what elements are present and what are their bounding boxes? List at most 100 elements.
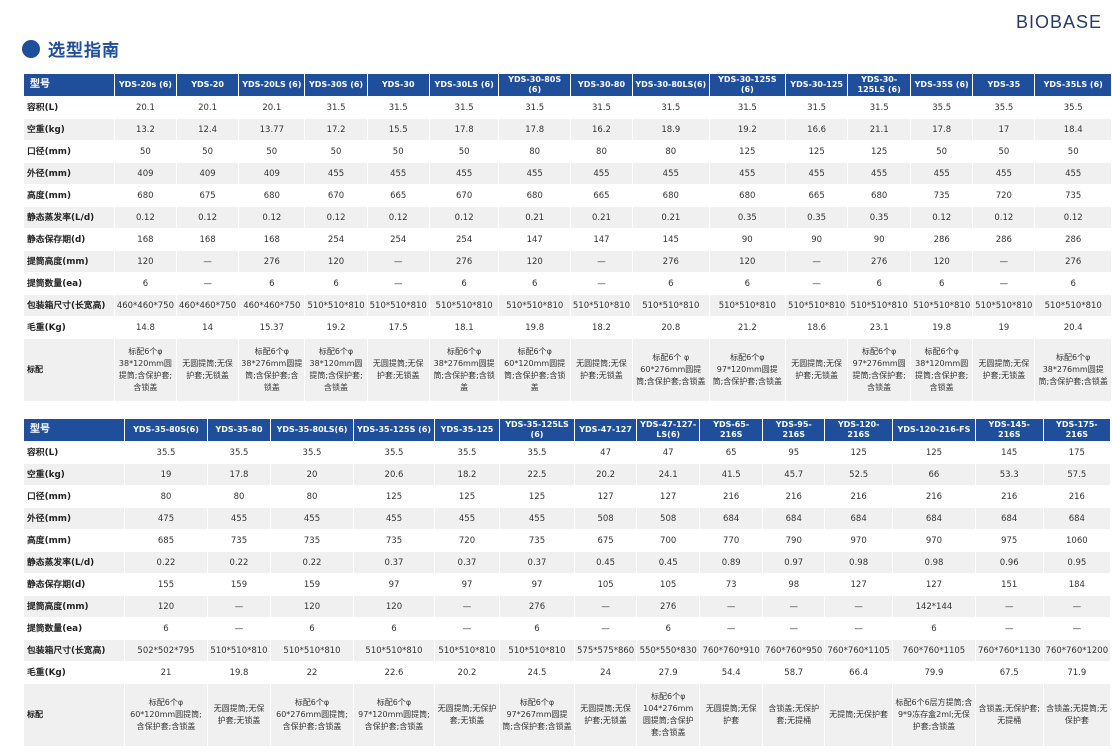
model-name: YDS-30S (6) — [305, 74, 367, 96]
table-cell: 665 — [593, 190, 610, 201]
table-row: 口径(mm) 50 50 50 50 50 50 80 80 80 125 125 125 50 50 50 — [24, 141, 1111, 162]
table-cell: 175 — [1068, 447, 1085, 458]
table-cell: 6 — [269, 278, 275, 289]
table-cell: 16.6 — [786, 119, 848, 140]
table-cell: 13.77 — [239, 119, 305, 140]
table-cell: — — [789, 623, 799, 634]
table-cell: 6 — [668, 278, 674, 289]
table-cell: 0.97 — [763, 552, 825, 573]
table-cell: 286 — [995, 234, 1012, 245]
brand-logo: BIOBASE — [1015, 12, 1102, 32]
table-cell: 127 — [925, 579, 943, 590]
row-label: 高度(mm) — [27, 535, 71, 546]
table-row: 提筒高度(mm) 120—276 120—276 120—276 120—276 120—… — [24, 251, 1111, 272]
table-cell: 127 — [850, 579, 867, 590]
table-cell: 510*510*810 — [429, 295, 499, 316]
table-row: 容积(L) 35.5 35.5 35.5 35.5 35.5 35.5 47 47 65 95 125… — [24, 442, 1110, 463]
table-cell: 455 — [1035, 163, 1111, 184]
table-cell: 286 — [1065, 234, 1082, 245]
model-name: YDS-35-125S (6) — [354, 419, 434, 441]
table-cell: 0.37 — [500, 552, 574, 573]
config-cell: 无圆提筒;无保护套;无锁盖 — [973, 339, 1035, 401]
model-name: YDS-35-80S(6) — [125, 419, 207, 441]
table-cell: 50 — [330, 146, 342, 157]
table-cell: 13.2 — [114, 119, 176, 140]
table-row: 包装箱尺寸(长宽高) 460*460*750 460*460*750 460*460*… — [24, 295, 1111, 316]
table-cell: 0.12 — [114, 207, 176, 228]
table-cell: 31.5 — [869, 102, 889, 113]
table-cell: 120 — [354, 596, 434, 617]
table-cell: 216 — [925, 491, 943, 502]
table-cell: 20.1 — [262, 102, 282, 113]
model-name: YDS-35LS (6) — [1035, 74, 1111, 96]
table-cell: 276 — [429, 251, 499, 272]
table-cell: 0.98 — [892, 552, 975, 573]
section-heading: 选型指南 — [22, 36, 120, 61]
table-cell: — — [393, 278, 403, 289]
table-cell: 460*460*750 — [114, 295, 176, 316]
table-cell: 66.4 — [849, 667, 869, 678]
table-cell: 735 — [385, 535, 403, 546]
table-cell: — — [462, 623, 472, 634]
table-cell: 125 — [925, 447, 943, 458]
table-cell: 276 — [848, 251, 911, 272]
table-cell: 20.2 — [457, 667, 477, 678]
table-cell: 510*510*810 — [633, 295, 709, 316]
config-cell: 含锁盖;无保护套;无提桶 — [975, 684, 1043, 746]
table-cell: 735 — [230, 535, 248, 546]
table-cell: 97 — [531, 579, 543, 590]
table-cell: 35.5 — [932, 102, 952, 113]
table-cell: 0.22 — [125, 552, 207, 573]
table-cell: 760*760*1105 — [892, 640, 975, 661]
table-cell: 17.8 — [429, 119, 499, 140]
table-cell: 276 — [500, 596, 574, 617]
table-cell: 0.35 — [848, 207, 911, 228]
standard-config-row: 标配 标配6个φ 60*120mm圆提筒;含保护套;含锁盖 无圆提筒;无保护套;无锁… — [24, 684, 1111, 746]
model-name: YDS-145-216S — [975, 419, 1043, 441]
row-label: 容积(L) — [27, 102, 59, 113]
config-cell: 标配6个φ 104*276mm圆提筒;含保护套;含锁盖 — [637, 684, 700, 746]
header-row: 型号 YDS-20s (6) YDS-20 YDS-20LS (6) YDS-30S (… — [24, 74, 1111, 96]
table-cell: 508 — [637, 508, 700, 529]
table-cell: 276 — [239, 251, 305, 272]
table-cell: 6 — [938, 278, 945, 289]
model-name: YDS-30-125S (6) — [709, 74, 786, 96]
table-cell: 6 — [391, 623, 397, 634]
row-label: 毛重(Kg) — [27, 667, 66, 678]
table-cell: 52.5 — [825, 464, 892, 485]
table-cell: 216 — [850, 491, 867, 502]
table-cell: 18.2 — [435, 464, 499, 485]
table-cell: 409 — [114, 163, 176, 184]
row-label: 提筒数量(ea) — [27, 278, 83, 289]
table-cell: 455 — [570, 163, 633, 184]
table-cell: 50 — [202, 146, 213, 157]
table-cell: 127 — [660, 491, 677, 502]
table-cell: 14.8 — [135, 322, 155, 333]
table-cell: 276 — [1035, 251, 1111, 272]
config-cell: 标配6个φ 97*120mm圆提筒;含保护套;含锁盖 — [709, 339, 786, 401]
table-cell: 276 — [633, 251, 709, 272]
row-label: 高度(mm) — [27, 190, 71, 201]
table-row: 静态保存期(d) 168 168 168 254 254 254 147 147 145 90 90 9… — [24, 229, 1111, 250]
config-cell: 含锁盖;无保护套;无提桶 — [763, 684, 825, 746]
table-cell: 760*760*1200 — [1043, 640, 1111, 661]
table-cell: 71.9 — [1067, 667, 1087, 678]
table-cell: 760*760*950 — [763, 640, 825, 661]
table-cell: 0.12 — [429, 207, 499, 228]
model-name: YDS-120-216S — [825, 419, 892, 441]
model-name: YDS-95-216S — [763, 419, 825, 441]
config-cell: 标配6个φ 38*120mm圆提筒;含保护套;含锁盖 — [114, 339, 176, 401]
table-cell: 120 — [911, 251, 973, 272]
table-cell: 18.1 — [454, 322, 474, 333]
table-cell: 760*760*1130 — [975, 640, 1043, 661]
table-cell: 125 — [528, 491, 546, 502]
table-cell: 21.2 — [737, 322, 757, 333]
table-cell: 550*550*830 — [637, 640, 700, 661]
table-cell: 67.5 — [999, 667, 1019, 678]
table-cell: 720 — [995, 190, 1012, 201]
model-name: YDS-35-125 — [435, 419, 499, 441]
table-cell: 460*460*750 — [239, 295, 305, 316]
table-row: 空重(kg) 19 17.8 20 20.6 18.2 22.5 20.2 24.1 41.5 45… — [24, 464, 1111, 485]
table-cell: 125 — [385, 491, 403, 502]
table-cell: 0.96 — [975, 552, 1043, 573]
